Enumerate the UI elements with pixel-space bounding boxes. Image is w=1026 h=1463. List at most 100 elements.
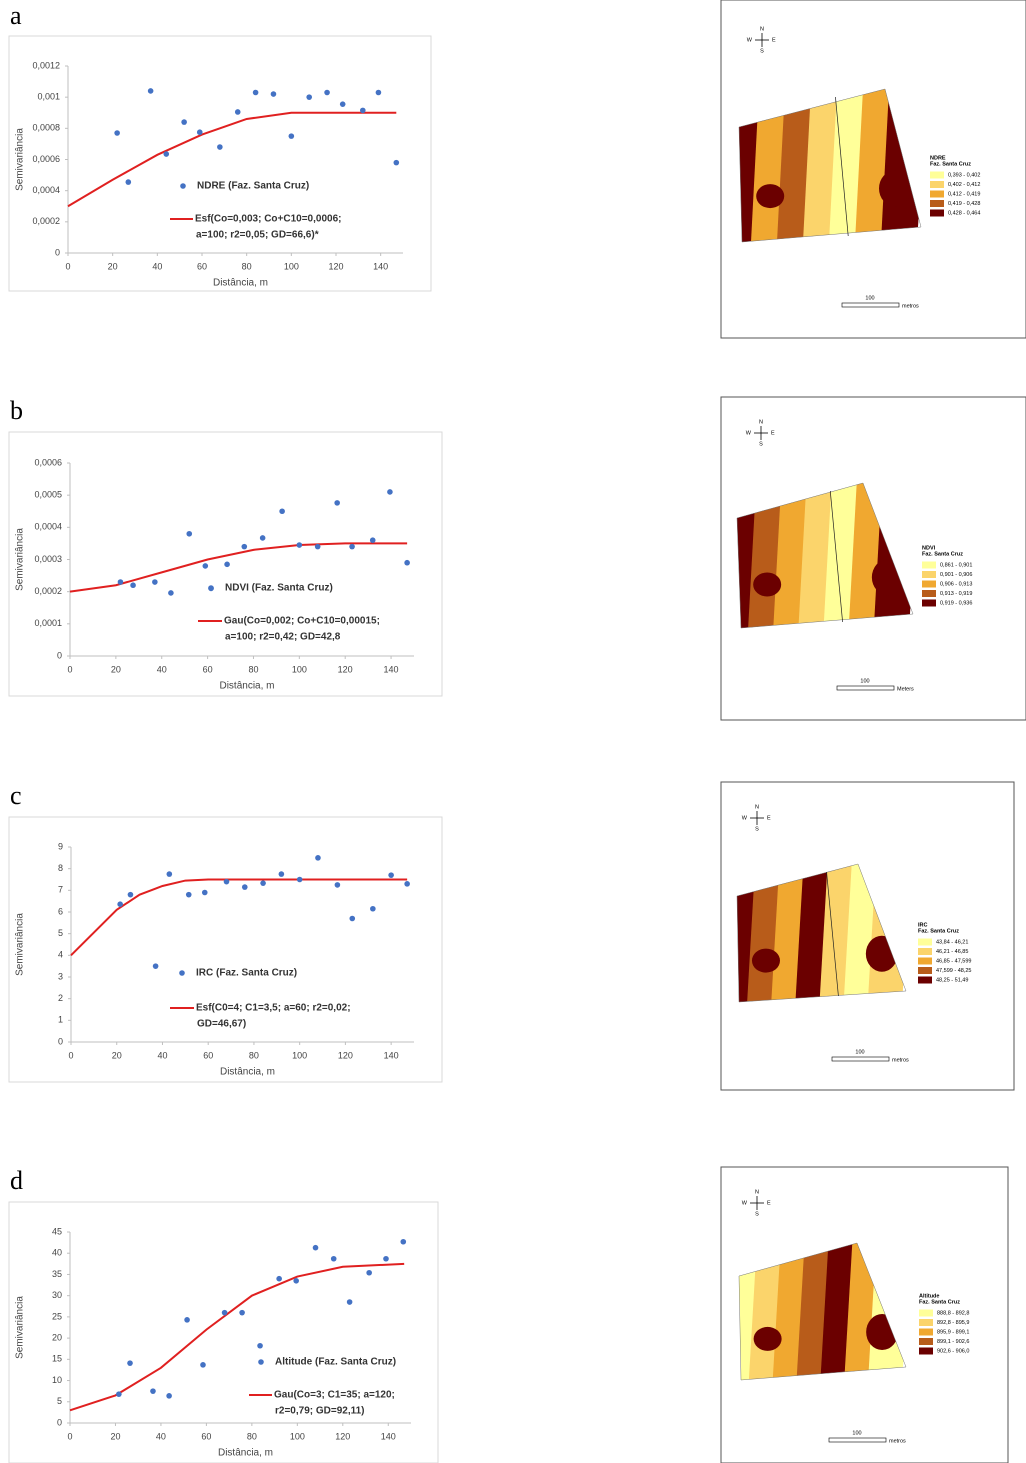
- compass-letter: N: [759, 419, 763, 425]
- y-tick-label: 6: [58, 906, 63, 916]
- x-axis-title: Distância, m: [220, 1067, 275, 1078]
- legend-label: a=100; r2=0,42; GD=42,8: [225, 632, 341, 643]
- data-point: [117, 579, 124, 585]
- map-legend-swatch: [930, 190, 944, 198]
- x-tick-label: 100: [290, 1431, 305, 1441]
- map-zone: [756, 184, 785, 209]
- panel-letter: b: [10, 396, 23, 425]
- map-legend-label: 48,25 - 51,49: [936, 977, 968, 983]
- map-legend-label: 0,901 - 0,906: [940, 572, 972, 578]
- data-point: [388, 872, 394, 878]
- y-tick-label: 0,0001: [34, 618, 62, 628]
- x-tick-label: 100: [292, 1050, 307, 1060]
- data-point: [234, 109, 241, 115]
- x-tick-label: 80: [242, 261, 252, 271]
- map-legend-label: 43,84 - 46,21: [936, 939, 968, 945]
- x-tick-label: 40: [157, 1050, 167, 1060]
- data-point: [221, 1309, 228, 1316]
- y-tick-label: 0: [57, 1417, 62, 1427]
- data-point: [186, 530, 193, 537]
- map-divider: [826, 871, 839, 997]
- legend-label: Esf(Co=0,003; Co+C10=0,0006;: [195, 214, 341, 225]
- scale-unit: Meters: [897, 686, 914, 692]
- data-point: [279, 508, 285, 515]
- panel-letter: d: [10, 1166, 23, 1195]
- model-curve: [70, 878, 408, 957]
- x-tick-label: 0: [68, 1050, 73, 1060]
- data-point: [257, 1342, 263, 1349]
- map-legend-swatch: [919, 1328, 933, 1336]
- y-tick-label: 0,0006: [34, 457, 62, 467]
- y-tick-label: 10: [52, 1375, 62, 1385]
- y-tick-label: 0: [55, 247, 60, 257]
- y-tick-label: 7: [58, 885, 63, 895]
- map-divider: [835, 96, 849, 237]
- y-tick-label: 0,0004: [34, 522, 62, 532]
- scale-bar: [836, 685, 895, 691]
- y-tick-label: 3: [58, 971, 63, 981]
- scale-label: 100: [852, 1430, 861, 1436]
- y-tick-label: 8: [58, 863, 63, 873]
- data-point: [393, 159, 400, 166]
- y-tick-label: 5: [57, 1396, 62, 1406]
- compass-letter: N: [760, 26, 764, 32]
- y-tick-label: 40: [52, 1248, 62, 1258]
- data-point: [166, 871, 173, 877]
- map-legend-label: 0,906 - 0,913: [940, 581, 972, 587]
- legend-marker: [258, 1359, 264, 1365]
- x-tick-label: 80: [247, 1431, 257, 1441]
- map-field: [739, 1243, 906, 1380]
- x-tick-label: 120: [338, 664, 353, 674]
- x-tick-label: 120: [335, 1431, 350, 1441]
- scale-bar: [831, 1056, 890, 1062]
- map-legend-label: 892,8 - 895,9: [937, 1320, 969, 1326]
- x-tick-label: 140: [384, 664, 399, 674]
- map-legend-swatch: [919, 1309, 933, 1317]
- y-tick-label: 20: [52, 1332, 62, 1342]
- y-tick-label: 5: [58, 928, 63, 938]
- scale-bar: [841, 302, 900, 308]
- data-point: [296, 542, 303, 548]
- data-point: [202, 563, 209, 569]
- map-legend-title: Faz. Santa Cruz: [930, 161, 971, 167]
- compass-letter: W: [742, 1200, 748, 1206]
- map-legend-label: 0,861 - 0,901: [940, 562, 972, 568]
- data-point: [114, 130, 120, 136]
- data-point: [201, 889, 208, 896]
- data-point: [375, 89, 382, 96]
- scale-label: 100: [855, 1049, 864, 1055]
- data-point: [185, 891, 192, 898]
- y-axis-title: Semivariância: [15, 1296, 26, 1359]
- y-tick-label: 0: [58, 1036, 63, 1046]
- scale-unit: metros: [902, 303, 919, 309]
- model-curve: [69, 1262, 405, 1412]
- chart-frame: [8, 1201, 439, 1463]
- y-tick-label: 9: [58, 841, 63, 851]
- x-tick-label: 60: [203, 1050, 213, 1060]
- map-zone: [879, 170, 911, 207]
- data-point: [324, 89, 330, 96]
- x-tick-label: 100: [284, 261, 299, 271]
- x-axis-title: Distância, m: [218, 1448, 273, 1459]
- x-axis-title: Distância, m: [219, 681, 274, 692]
- data-point: [404, 559, 410, 566]
- map-legend-swatch: [918, 948, 932, 955]
- map-legend-title: IRC: [918, 922, 928, 928]
- y-tick-label: 2: [58, 993, 63, 1003]
- y-tick-label: 0: [57, 650, 62, 660]
- map-legend-title: NDRE: [930, 155, 946, 161]
- map-zone: [753, 1326, 782, 1351]
- y-tick-label: 0,0012: [32, 60, 60, 70]
- data-point: [241, 884, 248, 890]
- compass-letter: S: [755, 826, 759, 832]
- data-point: [260, 880, 266, 886]
- map-legend-label: 46,21 - 46,85: [936, 949, 968, 955]
- legend-marker: [208, 585, 214, 591]
- scale-unit: metros: [892, 1057, 909, 1063]
- x-tick-label: 60: [201, 1431, 211, 1441]
- data-point: [200, 1362, 206, 1368]
- y-tick-label: 0,0004: [32, 185, 60, 195]
- x-tick-label: 140: [381, 1431, 396, 1441]
- legend-marker: [180, 183, 186, 189]
- data-point: [196, 129, 203, 136]
